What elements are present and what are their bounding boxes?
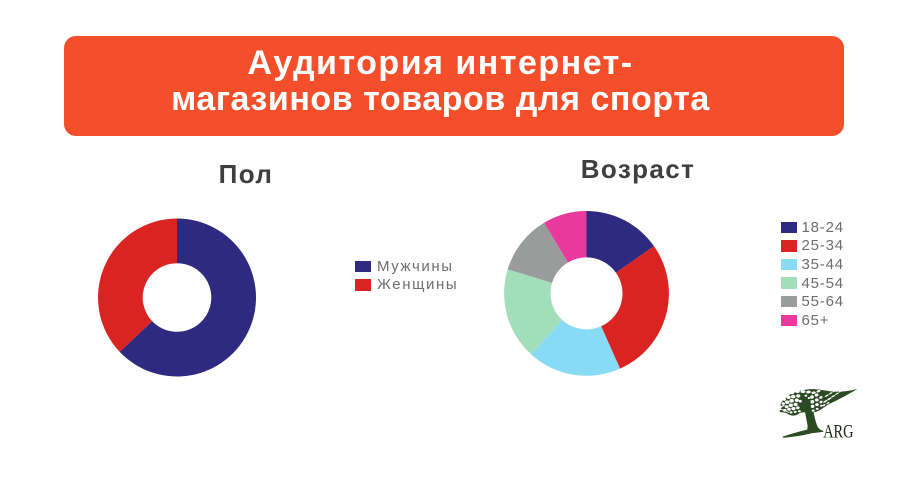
svg-text:ARG: ARG <box>823 422 853 443</box>
